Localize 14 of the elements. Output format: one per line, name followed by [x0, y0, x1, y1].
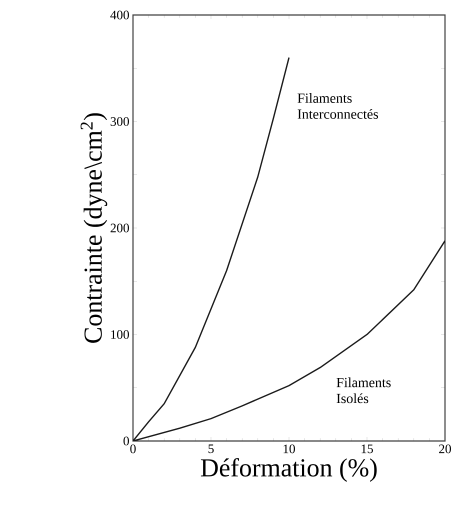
y-tick-label: 100: [111, 330, 129, 339]
x-tick-label: 0: [130, 444, 136, 454]
y-axis-title: Contrainte (dyne\cm$^{2}$): [80, 113, 108, 343]
y-tick-label: 200: [110, 224, 129, 232]
x-tick-label: 20: [439, 444, 451, 454]
y-tick-label: 0: [124, 436, 129, 446]
series-label: Filaments Isolés: [336, 377, 391, 404]
y-tick-label: 300: [110, 117, 129, 126]
x-tick-label: 10: [284, 444, 295, 454]
x-tick-label: 15: [362, 444, 373, 454]
x-tick-label: 5: [208, 444, 214, 454]
y-tick-label: 400: [110, 10, 129, 20]
x-axis-title: Déformation (%): [200, 458, 377, 482]
series-label: Filaments Interconnectés: [298, 93, 378, 119]
